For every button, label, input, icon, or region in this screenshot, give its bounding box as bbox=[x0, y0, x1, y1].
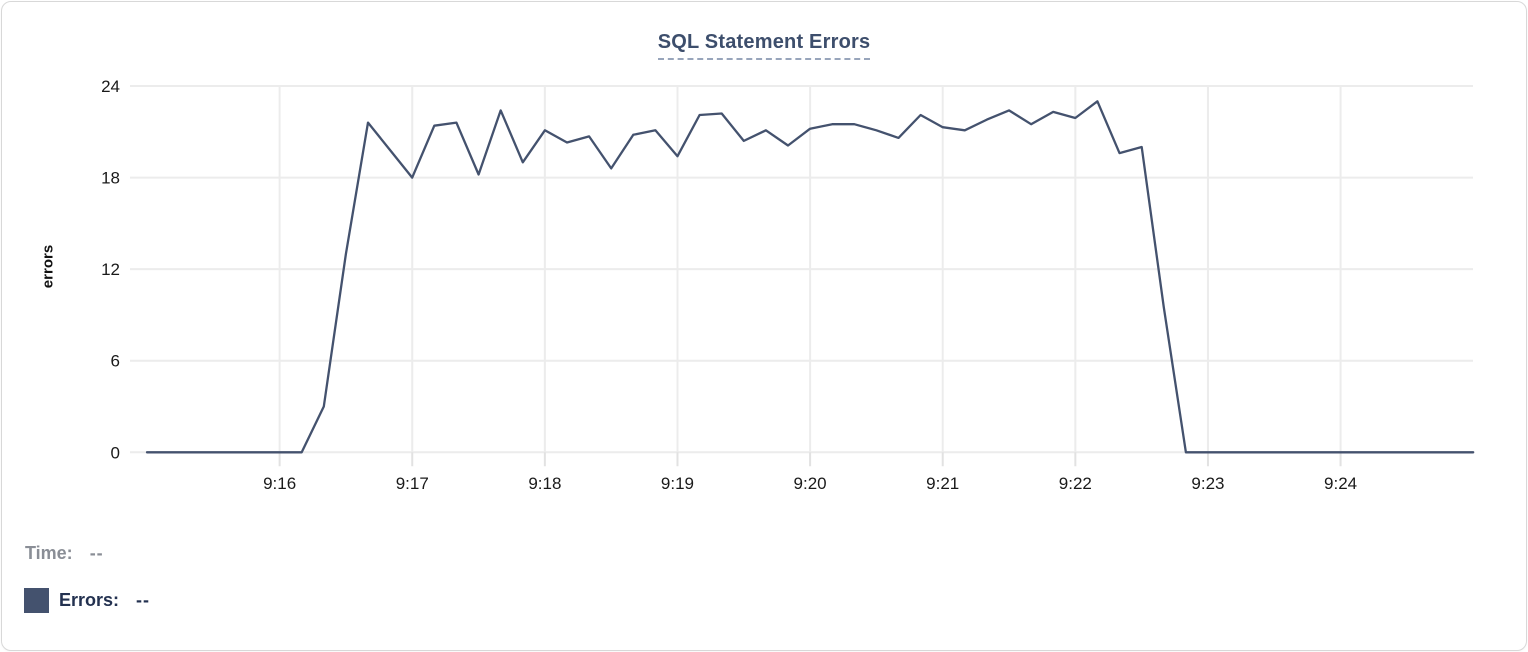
hover-readout-errors: Errors: -- bbox=[24, 588, 150, 613]
time-value: -- bbox=[89, 543, 104, 563]
x-tick-label: 9:17 bbox=[396, 474, 429, 493]
chart-header: SQL Statement Errors bbox=[2, 31, 1526, 60]
hover-readout-time: Time: -- bbox=[25, 543, 104, 564]
y-tick-label: 12 bbox=[101, 260, 120, 279]
chart-title-link[interactable]: SQL Statement Errors bbox=[657, 31, 871, 60]
x-tick-label: 9:19 bbox=[661, 474, 694, 493]
x-tick-label: 9:24 bbox=[1324, 474, 1357, 493]
x-tick-label: 9:16 bbox=[263, 474, 296, 493]
y-tick-label: 0 bbox=[111, 443, 120, 462]
x-tick-label: 9:22 bbox=[1059, 474, 1092, 493]
y-tick-label: 6 bbox=[111, 352, 120, 371]
x-tick-label: 9:21 bbox=[926, 474, 959, 493]
y-tick-label: 18 bbox=[101, 169, 120, 188]
y-tick-label: 24 bbox=[101, 77, 120, 96]
time-label: Time: bbox=[25, 543, 73, 563]
errors-label: Errors: bbox=[59, 590, 120, 610]
x-tick-label: 9:23 bbox=[1191, 474, 1224, 493]
x-tick-label: 9:20 bbox=[794, 474, 827, 493]
errors-line-chart[interactable]: 0 6 12 18 24 9:16 9:17 9:18 9:19 9:20 9:21 9:22 9:23… bbox=[2, 2, 1528, 512]
errors-value: -- bbox=[136, 590, 151, 610]
errors-series-swatch bbox=[24, 588, 49, 613]
series-line-errors bbox=[145, 100, 1475, 454]
x-tick-label: 9:18 bbox=[528, 474, 561, 493]
